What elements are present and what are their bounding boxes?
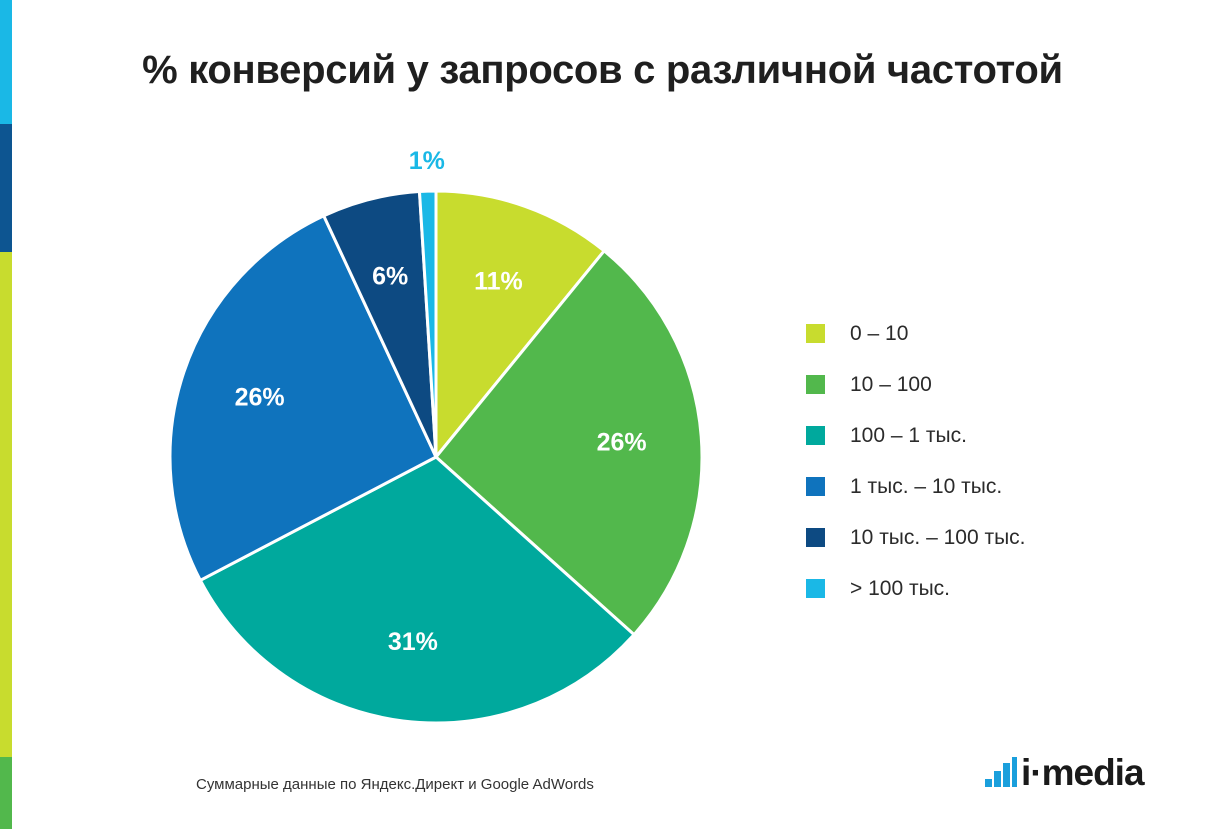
legend-label: 0 – 10 — [850, 321, 909, 345]
slice-label: 1% — [409, 147, 445, 175]
pie-slice — [434, 189, 606, 459]
side-stripe-light-blue — [0, 0, 12, 124]
pie-slice — [417, 189, 438, 459]
legend-swatch — [806, 324, 825, 343]
logo-text: i·media — [1021, 752, 1145, 793]
slice-label: 31% — [388, 628, 438, 656]
pie-slice — [434, 249, 704, 637]
legend-item: 10 тыс. – 100 тыс. — [806, 512, 1026, 563]
legend-label: 100 – 1 тыс. — [850, 423, 967, 447]
legend-label: 10 – 100 — [850, 372, 932, 396]
chart-legend: 0 – 10 10 – 100 100 – 1 тыс. 1 тыс. – 10 ты… — [806, 308, 1026, 614]
legend-swatch — [806, 375, 825, 394]
side-stripe-green — [0, 757, 12, 829]
legend-swatch — [806, 579, 825, 598]
legend-item: > 100 тыс. — [806, 563, 1026, 614]
chart-title: % конверсий у запросов с различной часто… — [142, 48, 1063, 92]
bar-chart-logo-icon — [985, 757, 1017, 789]
side-stripe-lime — [0, 252, 12, 757]
legend-swatch — [806, 426, 825, 445]
legend-item: 10 – 100 — [806, 359, 1026, 410]
legend-swatch — [806, 477, 825, 496]
legend-label: 10 тыс. – 100 тыс. — [850, 525, 1026, 549]
pie-slice — [168, 214, 438, 582]
pie-slice — [198, 455, 636, 725]
legend-label: 1 тыс. – 10 тыс. — [850, 474, 1003, 498]
legend-item: 1 тыс. – 10 тыс. — [806, 461, 1026, 512]
side-stripe-dark-blue — [0, 124, 12, 252]
slice-label: 11% — [474, 268, 523, 296]
legend-swatch — [806, 528, 825, 547]
slice-label: 26% — [597, 429, 647, 457]
footnote: Суммарные данные по Яндекс.Директ и Goog… — [196, 776, 594, 793]
legend-item: 100 – 1 тыс. — [806, 410, 1026, 461]
legend-item: 0 – 10 — [806, 308, 1026, 359]
slice-label: 26% — [235, 383, 285, 411]
slice-label: 6% — [372, 263, 408, 291]
legend-label: > 100 тыс. — [850, 576, 951, 600]
imedia-logo: i·media — [985, 752, 1145, 793]
